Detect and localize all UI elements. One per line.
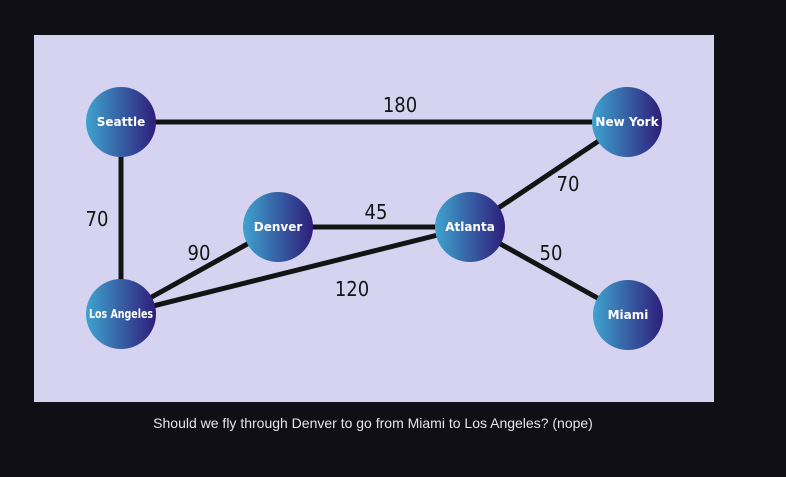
edge-weights: 180 70 45 90 120 70 50: [86, 93, 580, 301]
edge-losangeles-atlanta: [118, 224, 473, 317]
node-circle-newyork: [592, 87, 662, 157]
edge-weight-seattle-losangeles: 70: [86, 207, 109, 231]
edge-weight-losangeles-atlanta: 120: [335, 277, 369, 301]
diagram-panel: [34, 35, 714, 402]
figure-caption: Should we fly through Denver to go from …: [153, 415, 593, 431]
node-label-seattle: Seattle: [97, 115, 146, 129]
node-miami: Miami: [593, 280, 663, 350]
node-label-losangeles: Los Angeles: [89, 307, 153, 321]
edge-weight-seattle-newyork: 180: [383, 93, 417, 117]
node-newyork: New York: [592, 87, 662, 157]
nodes: Seattle New York Denver Atlanta Los Angeles M…: [86, 87, 663, 350]
edge-weight-atlanta-newyork: 70: [557, 172, 580, 196]
node-label-atlanta: Atlanta: [445, 220, 495, 234]
edge-weight-denver-atlanta: 45: [365, 200, 388, 224]
node-circle-atlanta: [435, 192, 505, 262]
edge-weight-atlanta-miami: 50: [540, 241, 563, 265]
node-seattle: Seattle: [86, 87, 156, 157]
node-circle-denver: [243, 192, 313, 262]
node-label-miami: Miami: [608, 308, 649, 322]
node-losangeles: Los Angeles: [86, 279, 156, 349]
node-label-newyork: New York: [595, 115, 659, 129]
node-circle-losangeles: [86, 279, 156, 349]
edge-weight-losangeles-denver: 90: [188, 241, 211, 265]
node-label-denver: Denver: [254, 220, 303, 234]
node-atlanta: Atlanta: [435, 192, 505, 262]
node-circle-seattle: [86, 87, 156, 157]
node-circle-miami: [593, 280, 663, 350]
node-denver: Denver: [243, 192, 313, 262]
